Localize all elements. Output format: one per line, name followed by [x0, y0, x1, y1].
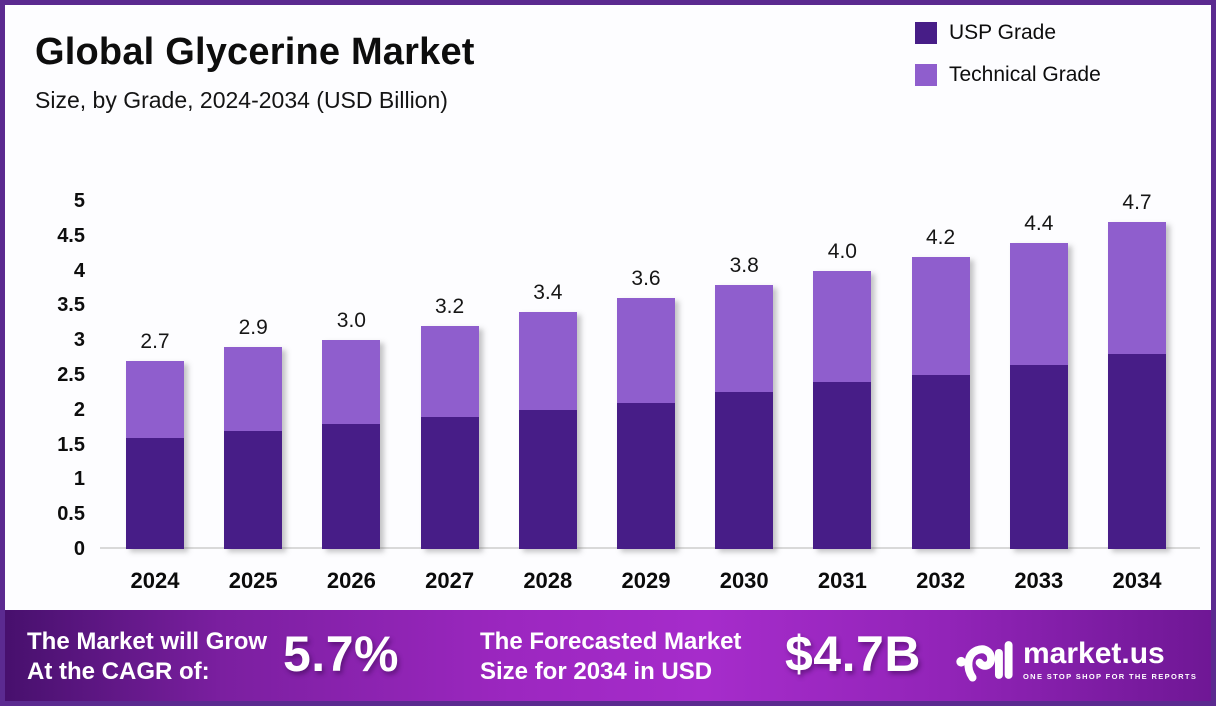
bar-segment-technical-grade: [813, 270, 872, 382]
bar-total-label: 3.8: [729, 253, 759, 277]
bar-segment-technical-grade: [911, 256, 970, 375]
x-axis-label-2029: 2029: [621, 568, 671, 593]
cagr-label-line2: At the CAGR of:: [27, 658, 210, 685]
bar-total-label: 4.0: [827, 239, 857, 263]
page-title: Global Glycerine Market: [35, 31, 475, 73]
x-axis-label-2031: 2031: [817, 568, 867, 593]
forecast-value: $4.7B: [785, 626, 921, 682]
cagr-value: 5.7%: [283, 626, 399, 682]
y-axis-tick-label: 1: [73, 468, 85, 491]
bar-segment-technical-grade: [1009, 242, 1068, 365]
y-axis-tick-label: 4.5: [57, 224, 85, 247]
chart-legend: USP Grade Technical Grade: [915, 21, 1101, 87]
bar-total-label: 3.2: [434, 295, 465, 319]
bar-total-label: 3.4: [533, 281, 563, 305]
y-axis-tick-label: 5: [73, 190, 85, 212]
bar-total-label: 4.2: [925, 225, 956, 249]
stacked-bar-2033: [1009, 242, 1068, 549]
brand-text: market.us ONE STOP SHOP FOR THE REPORTS: [1023, 637, 1198, 682]
legend-swatch: [915, 64, 937, 86]
bar-segment-usp-grade: [1009, 364, 1068, 549]
bar-segment-usp-grade: [1108, 354, 1166, 549]
bar-segment-technical-grade: [1108, 221, 1166, 355]
stacked-bar-2032: [911, 256, 970, 549]
bar-segment-technical-grade: [224, 347, 283, 431]
bar-total-label: 3.0: [336, 309, 366, 333]
x-axis-label-2024: 2024: [130, 568, 180, 593]
bar-segment-technical-grade: [518, 312, 577, 410]
x-axis-label-2025: 2025: [228, 568, 278, 593]
bar-segment-usp-grade: [420, 416, 479, 549]
stacked-bar-2028: [518, 312, 577, 549]
bar-segment-technical-grade: [617, 298, 675, 403]
y-axis-tick-label: 2.5: [57, 364, 85, 386]
x-axis-label-2028: 2028: [523, 568, 573, 593]
bar-segment-technical-grade: [126, 361, 184, 438]
bar-total-label: 3.6: [631, 267, 661, 291]
x-axis-label-2033: 2033: [1014, 568, 1064, 593]
page-subtitle: Size, by Grade, 2024-2034 (USD Billion): [35, 87, 448, 113]
bar-total-label: 2.9: [238, 316, 268, 340]
bar-total-label: 2.7: [140, 330, 170, 354]
bar-segment-usp-grade: [715, 392, 774, 549]
y-axis-tick-label: 1.5: [57, 433, 85, 456]
bar-segment-usp-grade: [126, 437, 184, 549]
brand-name: market.us: [1023, 637, 1165, 670]
stacked-bar-2034: [1108, 221, 1166, 549]
y-axis-tick-label: 0.5: [57, 503, 85, 526]
stacked-bar-2025: [224, 347, 283, 549]
bar-segment-technical-grade: [715, 284, 774, 393]
stacked-bar-2030: [715, 284, 774, 549]
brand-tagline: ONE STOP SHOP FOR THE REPORTS: [1023, 672, 1198, 681]
legend-item: Technical Grade: [915, 63, 1101, 87]
forecast-label-line2: Size for 2034 in USD: [480, 658, 713, 685]
bar-segment-usp-grade: [224, 430, 283, 549]
bar-total-label: 4.7: [1122, 190, 1152, 214]
stacked-bar-2031: [813, 270, 872, 549]
legend-swatch: [915, 22, 937, 44]
stacked-bar-2029: [617, 298, 675, 549]
legend-label: USP Grade: [949, 21, 1056, 44]
y-axis-tick-label: 2: [73, 398, 85, 421]
bar-segment-usp-grade: [911, 374, 970, 549]
bar-segment-technical-grade: [322, 340, 381, 424]
cagr-label: The Market will Grow At the CAGR of:: [27, 627, 267, 687]
stacked-bar-2027: [420, 326, 479, 549]
y-axis-tick-label: 0: [73, 538, 85, 560]
cagr-label-line1: The Market will Grow: [27, 628, 268, 655]
bar-segment-usp-grade: [322, 423, 381, 549]
x-axis-label-2032: 2032: [916, 568, 966, 593]
legend-item: USP Grade: [915, 21, 1101, 45]
legend-label: Technical Grade: [949, 63, 1101, 86]
bar-segment-usp-grade: [518, 409, 577, 549]
forecast-label-line1: The Forecasted Market: [480, 628, 742, 655]
bar-segment-usp-grade: [617, 402, 675, 549]
y-axis-tick-label: 3: [73, 329, 85, 352]
x-axis-label-2026: 2026: [326, 568, 376, 593]
market-us-logo-icon: [956, 641, 1013, 682]
y-axis-tick-label: 3.5: [57, 294, 85, 317]
brand-lockup: market.us ONE STOP SHOP FOR THE REPORTS: [955, 635, 1197, 685]
stacked-bar-2026: [322, 340, 381, 549]
bar-segment-technical-grade: [420, 326, 479, 417]
x-axis-label-2034: 2034: [1112, 568, 1162, 593]
stacked-bar-2024: [126, 361, 184, 549]
x-axis-label-2027: 2027: [425, 568, 475, 593]
bar-segment-usp-grade: [813, 381, 872, 549]
x-axis-label-2030: 2030: [719, 568, 769, 593]
y-axis-tick-label: 4: [73, 259, 85, 282]
forecast-label: The Forecasted Market Size for 2034 in U…: [480, 627, 741, 687]
bar-total-label: 4.4: [1024, 211, 1054, 235]
footer-banner: The Market will Grow At the CAGR of: 5.7…: [5, 610, 1211, 701]
